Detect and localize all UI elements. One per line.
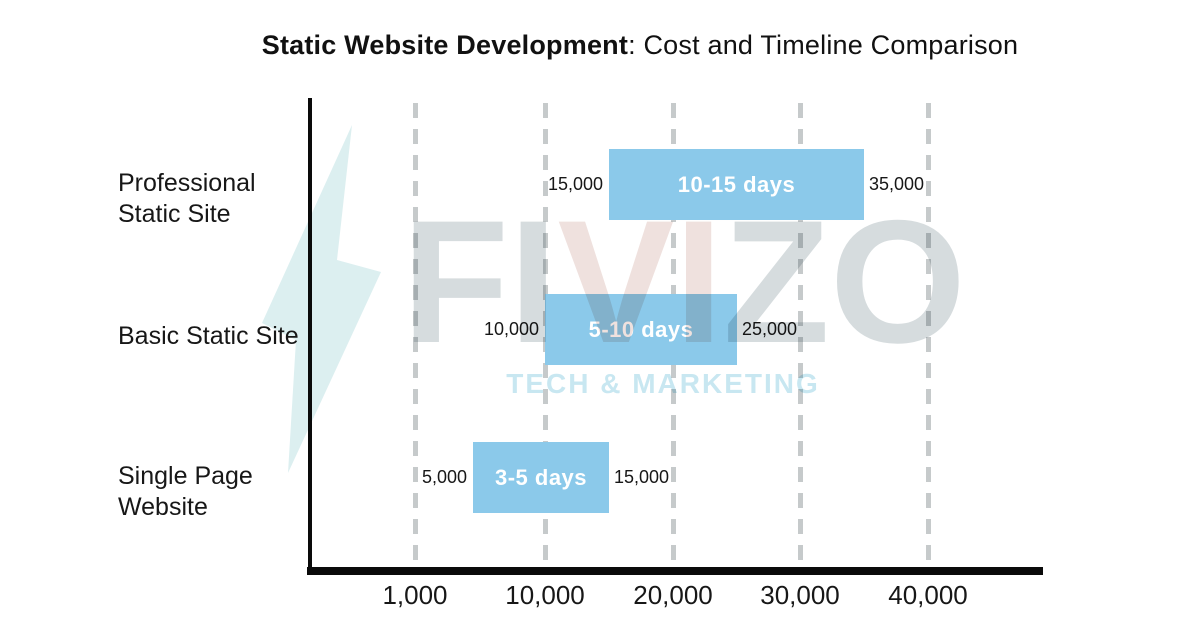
gridline (413, 103, 418, 562)
gridline (798, 103, 803, 562)
cost-min-label: 10,000 (483, 319, 539, 339)
cost-max-label: 35,000 (869, 174, 925, 194)
y-axis-line (308, 98, 312, 575)
x-axis-line (307, 567, 1043, 575)
x-tick-label: 10,000 (505, 580, 585, 610)
category-label-line: Professional (118, 169, 256, 197)
category-label: Professional Static Site (118, 168, 328, 230)
timeline-label: 3-5 days (494, 464, 588, 490)
x-tick-label: 30,000 (760, 580, 840, 610)
cost-max-label: 25,000 (742, 319, 798, 339)
category-label-line: Single Page (118, 462, 253, 490)
range-bar: 10-15 days (609, 149, 864, 220)
range-bar: 3-5 days (473, 442, 609, 513)
x-tick-label: 40,000 (888, 580, 968, 610)
timeline-label: 10-15 days (677, 171, 796, 197)
x-tick-label: 1,000 (382, 580, 448, 610)
chart-title-bold: Static Website Development (261, 30, 629, 60)
category-label-line: Basic Static Site (118, 322, 299, 350)
category-label-line: Website (118, 493, 208, 521)
category-label-line: Static Site (118, 200, 231, 228)
gridline (926, 103, 931, 562)
cost-max-label: 15,000 (614, 467, 670, 487)
range-bar: 5-10 days (545, 294, 737, 365)
chart-title: Static Website Development: Cost and Tim… (80, 30, 1200, 61)
cost-min-label: 15,000 (547, 174, 603, 194)
x-tick-label: 20,000 (633, 580, 713, 610)
category-label: Single Page Website (118, 461, 328, 523)
timeline-label: 5-10 days (588, 316, 694, 342)
cost-min-label: 5,000 (421, 467, 467, 487)
chart-title-rest: : Cost and Timeline Comparison (628, 30, 1019, 60)
category-label: Basic Static Site (118, 321, 328, 352)
lightning-bolt-icon (262, 125, 381, 473)
